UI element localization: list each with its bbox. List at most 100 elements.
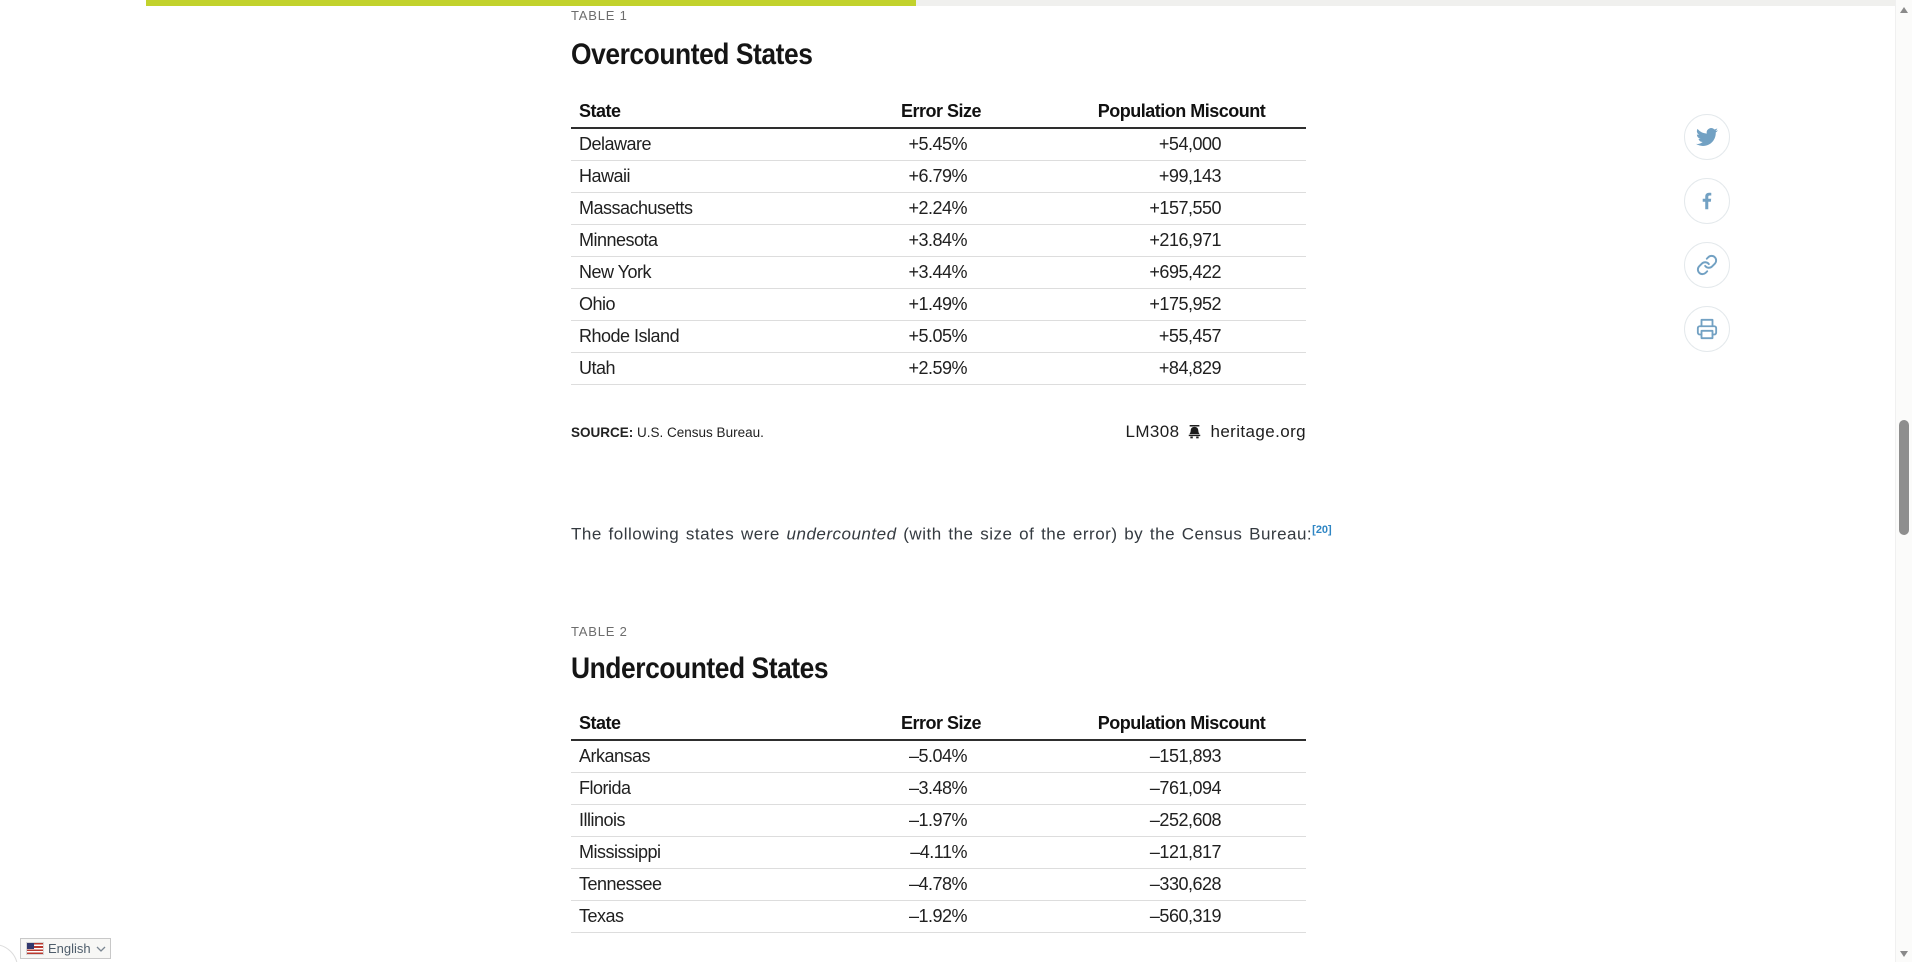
scroll-down-arrow[interactable] [1900,951,1908,957]
copy-link-button[interactable] [1684,242,1730,288]
table-cell: +2.24% [841,192,1041,225]
chevron-down-icon [96,946,106,952]
heritage-bell-icon [1186,424,1203,441]
column-header-error-size: Error Size [841,96,1041,129]
table-cell: Florida [571,772,841,805]
table-cell: +157,550 [1041,192,1306,225]
facebook-share-button[interactable] [1684,178,1730,224]
column-header-state: State [571,708,841,741]
table-row: Delaware +5.45% +54,000 [571,128,1306,161]
table-cell: Utah [571,352,841,385]
column-header-population-miscount: Population Miscount [1041,708,1306,741]
footnote-link[interactable]: [20] [1312,524,1332,536]
table-cell: Mississippi [571,836,841,869]
undercounted-states-table: State Error Size Population Miscount Ark… [571,708,1306,933]
table-cell: +84,829 [1041,352,1306,385]
table-row: Texas –1.92% –560,319 [571,900,1306,933]
twitter-share-button[interactable] [1684,114,1730,160]
table-cell: Ohio [571,288,841,321]
facebook-icon [1696,190,1718,212]
article-content: TABLE 1 Overcounted States State Error S… [571,0,1332,962]
us-flag-icon [26,942,44,955]
table-cell: –330,628 [1041,868,1306,901]
table-cell: +55,457 [1041,320,1306,353]
share-rail [1684,114,1730,352]
printer-icon [1696,318,1718,340]
table-row: New York +3.44% +695,422 [571,256,1306,289]
link-icon [1696,254,1718,276]
table-cell: Massachusetts [571,192,841,225]
table-cell: Rhode Island [571,320,841,353]
overcounted-states-table: State Error Size Population Miscount Del… [571,96,1306,385]
table-cell: –1.97% [841,804,1041,837]
table-row: Massachusetts +2.24% +157,550 [571,192,1306,225]
table-cell: +1.49% [841,288,1041,321]
table-cell: +695,422 [1041,256,1306,289]
table-cell: –252,608 [1041,804,1306,837]
column-header-population-miscount: Population Miscount [1041,96,1306,129]
table-cell: –560,319 [1041,900,1306,933]
table-cell: Illinois [571,804,841,837]
paragraph-text: (with the size of the error) by the Cens… [896,524,1313,544]
table-cell: +175,952 [1041,288,1306,321]
table-cell: +2.59% [841,352,1041,385]
table-row: Illinois –1.97% –252,608 [571,804,1306,837]
credit-code: LM308 [1125,422,1180,441]
language-label: English [48,941,91,956]
table-row: Arkansas –5.04% –151,893 [571,740,1306,773]
vertical-scrollbar[interactable] [1895,0,1912,962]
table-cell: Hawaii [571,160,841,193]
source-label: SOURCE: [571,424,634,440]
table-row: Hawaii +6.79% +99,143 [571,160,1306,193]
column-header-error-size: Error Size [841,708,1041,741]
scroll-up-arrow[interactable] [1900,7,1908,13]
print-button[interactable] [1684,306,1730,352]
table-row: Florida –3.48% –761,094 [571,772,1306,805]
table-cell: +216,971 [1041,224,1306,257]
table-cell: –1.92% [841,900,1041,933]
reading-progress-fill [146,0,916,6]
table-row: Minnesota +3.84% +216,971 [571,224,1306,257]
table-cell: –4.11% [841,836,1041,869]
table-row: Mississippi –4.11% –121,817 [571,836,1306,869]
table-cell: +3.44% [841,256,1041,289]
chart-credit: LM308 heritage.org [1125,422,1306,442]
scrollbar-thumb[interactable] [1899,420,1909,535]
table-row: Rhode Island +5.05% +55,457 [571,320,1306,353]
table-cell: Minnesota [571,224,841,257]
table-cell: –4.78% [841,868,1041,901]
table1-source-row: SOURCE: U.S. Census Bureau. LM308 herita… [571,422,1306,442]
table-cell: –121,817 [1041,836,1306,869]
table-row: Utah +2.59% +84,829 [571,352,1306,385]
table1-title: Overcounted States [571,38,813,71]
table-cell: Tennessee [571,868,841,901]
table-cell: Texas [571,900,841,933]
table1-tag: TABLE 1 [571,8,628,23]
table-cell: +54,000 [1041,128,1306,161]
table-cell: –151,893 [1041,740,1306,773]
source-line: SOURCE: U.S. Census Bureau. [571,425,764,440]
column-header-state: State [571,96,841,129]
table-cell: –761,094 [1041,772,1306,805]
corner-widget-arc [0,944,18,962]
table-cell: New York [571,256,841,289]
paragraph-text: The following states were [571,524,787,544]
reading-progress-track [146,0,1895,6]
table-cell: +5.05% [841,320,1041,353]
table-cell: +5.45% [841,128,1041,161]
table2-title: Undercounted States [571,652,829,685]
table2-tag: TABLE 2 [571,624,628,639]
language-selector[interactable]: English [20,938,111,959]
credit-site: heritage.org [1210,422,1306,441]
source-text: U.S. Census Bureau. [637,424,764,440]
table-cell: +3.84% [841,224,1041,257]
twitter-icon [1696,126,1718,148]
table-header-row: State Error Size Population Miscount [571,708,1306,741]
table-cell: Delaware [571,128,841,161]
table-cell: +99,143 [1041,160,1306,193]
body-paragraph: The following states were undercounted (… [571,524,1431,545]
table-header-row: State Error Size Population Miscount [571,96,1306,129]
table-cell: +6.79% [841,160,1041,193]
table-row: Ohio +1.49% +175,952 [571,288,1306,321]
table-row: Tennessee –4.78% –330,628 [571,868,1306,901]
